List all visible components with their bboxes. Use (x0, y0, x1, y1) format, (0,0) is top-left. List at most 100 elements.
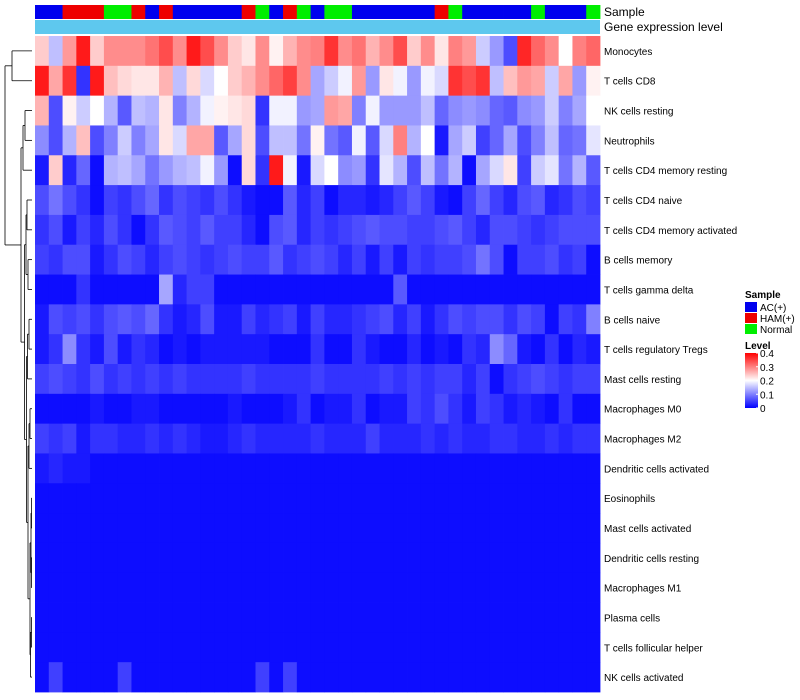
level-tick-label: 0.1 (760, 390, 774, 401)
heatmap-cell (448, 214, 463, 246)
heatmap-cell (407, 572, 422, 603)
heatmap-cell (489, 483, 504, 514)
heatmap-cell (90, 513, 105, 544)
heatmap-cell (76, 214, 91, 246)
heatmap-cell (227, 36, 243, 67)
heatmap-cell (434, 95, 449, 126)
heatmap-cell (296, 125, 312, 156)
heatmap-cell (338, 542, 353, 574)
heatmap-cell (310, 244, 325, 275)
heatmap-cell (159, 393, 174, 425)
heatmap-cell (351, 185, 367, 216)
heatmap-cell (462, 274, 477, 305)
heatmap-cell (62, 185, 77, 216)
heatmap-cell (572, 274, 587, 305)
heatmap-cell (365, 36, 380, 67)
heatmap-cell (517, 36, 532, 67)
heatmap-cell (35, 632, 50, 663)
heatmap-cell (489, 155, 504, 186)
heatmap-cell (462, 513, 477, 544)
heatmap-cell (35, 244, 50, 275)
heatmap-cell (90, 95, 105, 126)
heatmap-cell (324, 542, 339, 574)
heatmap-cell (448, 423, 463, 454)
heatmap-cell (117, 393, 132, 425)
heatmap-cell (241, 453, 256, 484)
heatmap-cell (572, 453, 587, 484)
heatmap-cell (407, 244, 422, 275)
heatmap-cell (62, 453, 77, 484)
heatmap-cell (172, 662, 187, 693)
heatmap-cell (393, 304, 408, 335)
heatmap-cell (90, 393, 105, 425)
heatmap-cell (310, 393, 325, 425)
heatmap-cell (448, 364, 463, 395)
heatmap-cell (186, 423, 201, 454)
heatmap-cell (393, 662, 408, 693)
heatmap-cell (48, 542, 63, 574)
heatmap-cell (48, 662, 63, 693)
heatmap-cell (159, 572, 174, 603)
heatmap-cell (103, 304, 119, 335)
heatmap-cell (462, 662, 477, 693)
sample-annotation-cell (393, 5, 408, 19)
heatmap-cell (35, 334, 50, 365)
heatmap-cell (365, 662, 380, 693)
heatmap-cell (283, 364, 298, 395)
heatmap-cell (503, 214, 518, 246)
heatmap-cell (103, 513, 119, 544)
heatmap-cell (48, 483, 63, 514)
heatmap-cell (255, 95, 270, 126)
heatmap-cell (310, 65, 325, 97)
heatmap-cell (407, 304, 422, 335)
heatmap-cell (90, 244, 105, 275)
heatmap-cell (186, 453, 201, 484)
heatmap-cell (283, 572, 298, 603)
heatmap-cell (310, 542, 325, 574)
heatmap-cell (90, 214, 105, 246)
heatmap-cell (420, 483, 436, 514)
heatmap-cell (489, 364, 504, 395)
heatmap-cell (172, 483, 187, 514)
heatmap-cell (62, 423, 77, 454)
heatmap-cell (531, 214, 546, 246)
heatmap-cell (462, 364, 477, 395)
heatmap-cell (296, 662, 312, 693)
heatmap-cell (227, 364, 243, 395)
heatmap-cell (544, 602, 560, 633)
heatmap-cell (324, 244, 339, 275)
heatmap-cell (544, 542, 560, 574)
row-label: Monocytes (604, 47, 652, 58)
heatmap-cell (48, 393, 63, 425)
heatmap-cell (420, 572, 436, 603)
heatmap-cell (338, 662, 353, 693)
heatmap-cell (131, 304, 146, 335)
heatmap-cell (517, 453, 532, 484)
heatmap-cell (200, 393, 215, 425)
heatmap-cell (35, 453, 50, 484)
heatmap-cell (475, 602, 491, 633)
heatmap-cell (172, 65, 187, 97)
heatmap-cell (76, 632, 91, 663)
heatmap-cell (310, 274, 325, 305)
heatmap-cell (489, 662, 504, 693)
heatmap-cell (48, 364, 63, 395)
heatmap-cell (365, 244, 380, 275)
heatmap-cell (296, 602, 312, 633)
heatmap-cell (310, 364, 325, 395)
heatmap-cell (531, 662, 546, 693)
level-tick-label: 0.2 (760, 377, 774, 388)
heatmap-cell (227, 423, 243, 454)
heatmap-cell (351, 632, 367, 663)
heatmap-cell (462, 602, 477, 633)
heatmap-cell (172, 244, 187, 275)
heatmap-cell (283, 423, 298, 454)
heatmap-cell (48, 95, 63, 126)
heatmap-cell (62, 65, 77, 97)
heatmap-cell (214, 483, 229, 514)
heatmap-cell (214, 513, 229, 544)
heatmap-cell (462, 483, 477, 514)
heatmap-cell (544, 244, 560, 275)
heatmap-cell (283, 483, 298, 514)
heatmap-cell (227, 95, 243, 126)
